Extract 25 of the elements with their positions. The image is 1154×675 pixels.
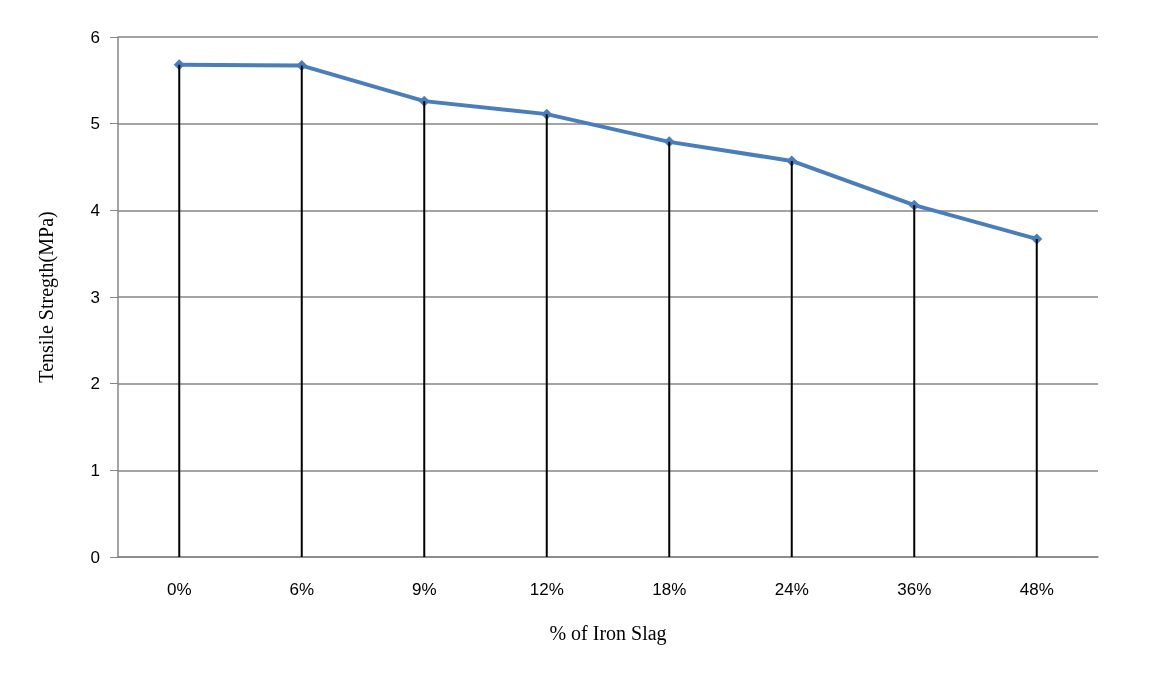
x-tick-label: 9% <box>411 580 437 599</box>
y-tick-label: 6 <box>90 27 100 47</box>
y-tick-label: 1 <box>90 460 100 480</box>
y-tick-label: 5 <box>90 114 100 134</box>
bar <box>300 65 303 557</box>
y-tick-label: 4 <box>90 200 100 220</box>
y-tick-label: 0 <box>90 547 100 567</box>
bar <box>668 141 671 557</box>
bar <box>545 114 548 557</box>
x-tick-label: 36% <box>897 580 932 599</box>
y-axis-title: Tensile Stregth(MPa) <box>35 211 58 383</box>
x-tick-label: 12% <box>529 580 564 599</box>
y-tick-label: 2 <box>90 374 100 394</box>
x-tick-label: 24% <box>774 580 809 599</box>
x-axis-title: % of Iron Slag <box>549 622 667 645</box>
bar <box>1035 238 1038 557</box>
bar <box>790 160 793 557</box>
bar <box>423 101 426 557</box>
x-tick-label: 18% <box>652 580 687 599</box>
y-tick-label: 3 <box>90 287 100 307</box>
x-tick-label: 0% <box>166 580 192 599</box>
bar <box>913 205 916 557</box>
bar <box>178 64 181 557</box>
x-tick-label: 48% <box>1019 580 1054 599</box>
x-tick-label: 6% <box>289 580 315 599</box>
